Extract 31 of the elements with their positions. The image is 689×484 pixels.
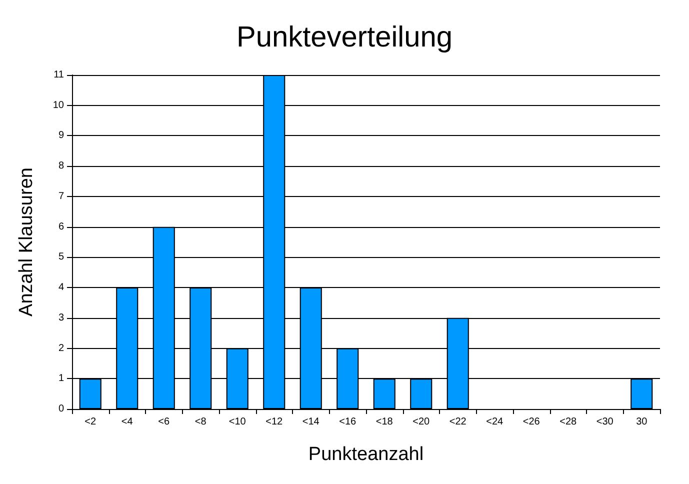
x-tick-label: <4 [121,416,134,428]
x-tick-label: <18 [376,416,394,428]
x-tick-label: <20 [412,416,430,428]
y-tick-label: 11 [54,70,64,80]
x-tick-label: <10 [228,416,246,428]
y-tick-label: 3 [58,312,64,324]
y-tick-label: 1 [58,373,64,384]
x-tick-label: <6 [158,416,170,428]
x-tick-label: <12 [266,416,284,428]
y-tick-label: 6 [58,221,64,232]
x-tick-label: <26 [522,416,540,428]
y-tick-label: 4 [58,282,64,294]
y-tick-label: 2 [58,342,64,354]
x-tick-label: <8 [194,416,207,428]
x-tick-label: <22 [449,416,467,428]
y-tick-label: 10 [52,100,64,111]
y-tick-label: 7 [58,190,64,202]
x-tick-label: <28 [560,416,578,428]
x-tick-label: 30 [636,416,648,428]
x-axis-title: Punkteanzahl [308,444,424,465]
x-tick-label: <24 [486,416,504,428]
y-tick-label: 5 [58,252,64,263]
chart-title: Punkteverteilung [236,22,453,54]
x-tick-label: <16 [339,416,357,428]
x-tick-label: <30 [596,416,614,428]
x-tick-label: <14 [302,416,320,428]
y-tick-label: 8 [58,160,64,172]
x-tick-label: <2 [84,416,97,428]
y-tick-label: 0 [58,404,64,414]
y-tick-label: 9 [58,130,64,142]
y-axis-title: Anzahl Klausuren [16,168,37,316]
